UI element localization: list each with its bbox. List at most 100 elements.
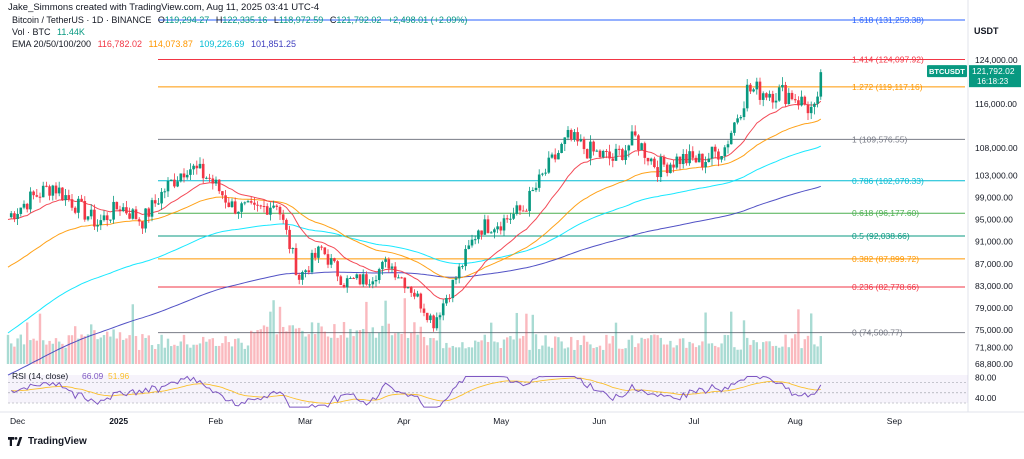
candle xyxy=(35,189,39,198)
candle xyxy=(336,260,339,282)
volume-bar xyxy=(224,336,227,364)
volume-bar xyxy=(573,349,576,364)
candle xyxy=(192,163,195,175)
volume-bar xyxy=(384,300,387,364)
candle xyxy=(505,214,509,223)
candle xyxy=(265,203,269,215)
volume-label: Vol · BTC xyxy=(12,27,51,37)
candle xyxy=(221,191,224,200)
tradingview-footer[interactable]: TradingView xyxy=(8,436,87,447)
candle xyxy=(672,159,675,173)
volume-bar xyxy=(659,337,662,364)
candle xyxy=(361,269,365,288)
candle xyxy=(416,290,419,298)
price-tick-label: 75,000.00 xyxy=(975,325,1013,335)
candle xyxy=(390,263,394,273)
candle xyxy=(717,148,720,167)
volume-bar xyxy=(166,338,170,364)
volume-bar xyxy=(45,344,48,364)
candle xyxy=(67,189,71,202)
candle xyxy=(752,87,755,93)
volume-bar xyxy=(429,337,432,364)
volume-bar xyxy=(486,341,490,364)
candle xyxy=(307,266,311,275)
volume-bar xyxy=(256,330,259,364)
candle xyxy=(605,149,608,159)
volume-bar xyxy=(163,347,166,364)
candle xyxy=(662,154,666,167)
candle xyxy=(99,214,103,231)
ema20-line xyxy=(7,100,822,300)
candle xyxy=(182,168,186,183)
candle xyxy=(793,93,797,103)
candle xyxy=(208,173,211,183)
candle xyxy=(368,279,371,288)
candle xyxy=(579,134,583,143)
volume-bar xyxy=(624,348,627,364)
candle xyxy=(323,247,327,256)
candle xyxy=(384,256,387,268)
candle xyxy=(9,211,13,219)
candle xyxy=(185,170,189,180)
candle xyxy=(201,158,205,184)
candle xyxy=(320,245,323,251)
candle xyxy=(176,176,179,188)
volume-bar xyxy=(317,322,320,364)
volume-bar xyxy=(586,341,589,364)
tradingview-brand: TradingView xyxy=(28,436,87,447)
volume-bar xyxy=(294,328,298,364)
volume-bar xyxy=(614,322,618,364)
volume-bar xyxy=(74,326,77,364)
volume-bar xyxy=(195,344,198,364)
volume-bar xyxy=(470,347,474,364)
candle xyxy=(128,207,131,220)
candle xyxy=(233,197,237,215)
candle xyxy=(342,283,346,289)
candle xyxy=(249,196,253,205)
candle xyxy=(470,234,474,248)
volume-bar xyxy=(144,337,147,364)
candle xyxy=(541,172,544,177)
volume-value: 11.44K xyxy=(57,27,85,37)
candle xyxy=(349,276,352,279)
candle xyxy=(425,312,429,323)
volume-bar xyxy=(666,344,669,364)
volume-bar xyxy=(720,343,723,364)
volume-bar xyxy=(669,340,672,364)
volume-bar xyxy=(147,335,150,364)
volume-bar xyxy=(749,344,752,364)
volume-bar xyxy=(739,349,742,364)
candle xyxy=(592,140,595,156)
volume-bar xyxy=(378,332,381,364)
volume-bar xyxy=(496,342,499,364)
candle xyxy=(278,205,282,220)
candle xyxy=(137,217,141,226)
candle xyxy=(406,286,410,289)
volume-bar xyxy=(61,343,64,364)
candle xyxy=(589,135,592,166)
price-tag-value: 121,792.02 xyxy=(972,66,1015,76)
time-tick-label: Sep xyxy=(887,416,902,426)
candle xyxy=(525,208,528,212)
volume-bar xyxy=(707,343,710,364)
candle xyxy=(32,190,35,200)
candle xyxy=(246,199,250,203)
time-tick-label: Apr xyxy=(397,416,410,426)
volume-bar xyxy=(330,337,333,364)
volume-bar xyxy=(474,340,477,364)
volume-bar xyxy=(173,344,176,364)
price-tag-bg xyxy=(969,65,1021,88)
candle xyxy=(473,235,477,245)
candle xyxy=(633,125,637,137)
volume-bar xyxy=(816,346,819,364)
candle xyxy=(745,79,749,112)
candle xyxy=(653,156,656,169)
volume-bar xyxy=(355,330,358,364)
candle xyxy=(291,247,295,254)
time-tick-label: Jul xyxy=(688,416,699,426)
volume-bar xyxy=(118,332,122,364)
candle xyxy=(358,274,362,286)
volume-bar xyxy=(67,335,70,364)
candle xyxy=(723,145,727,161)
